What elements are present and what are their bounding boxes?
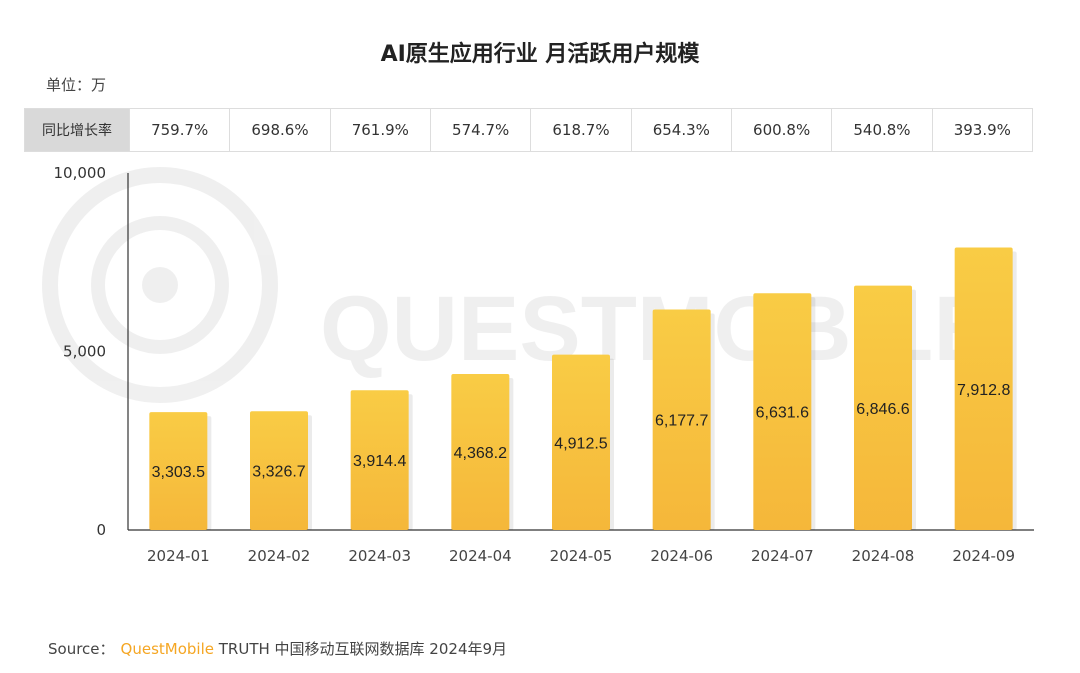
x-tick-label: 2024-01 — [147, 547, 210, 565]
source-text: TRUTH 中国移动互联网数据库 2024年9月 — [218, 640, 508, 658]
yoy-cell: 761.9% — [331, 109, 431, 151]
watermark: QUESTMOBILE — [42, 167, 995, 403]
y-tick-label: 10,000 — [54, 164, 107, 182]
bar — [552, 354, 610, 530]
unit-label: 单位：万 — [46, 76, 107, 94]
x-tick-label: 2024-04 — [449, 547, 512, 565]
x-tick-label: 2024-06 — [650, 547, 713, 565]
bar-value-label: 3,914.4 — [353, 453, 406, 470]
source-prefix: Source： — [48, 640, 115, 658]
yoy-cell: 698.6% — [230, 109, 331, 151]
x-tick-label: 2024-08 — [852, 547, 915, 565]
yoy-cell: 618.7% — [531, 109, 632, 151]
x-tick-label: 2024-03 — [348, 547, 411, 565]
bar — [652, 309, 711, 530]
x-tick-label: 2024-07 — [751, 547, 814, 565]
bar-value-label: 7,912.8 — [957, 382, 1010, 399]
x-tick-label: 2024-05 — [550, 547, 613, 565]
value-labels: 3,303.5 2024-01 3,326.7 2024-02 3,914.4 2024-… — [147, 382, 1015, 565]
bars — [149, 247, 1017, 530]
bar — [250, 411, 308, 530]
yoy-cell: 600.8% — [732, 109, 833, 151]
yoy-row-label: 同比增长率 — [25, 109, 130, 151]
bar-value-label: 3,303.5 — [152, 464, 205, 481]
bar-value-label: 4,912.5 — [554, 435, 607, 452]
yoy-cell: 540.8% — [832, 109, 933, 151]
bar — [350, 390, 409, 530]
source-brand: QuestMobile — [120, 640, 214, 658]
yoy-cell: 393.9% — [953, 121, 1011, 139]
bar — [753, 293, 812, 530]
bar-value-label: 6,631.6 — [756, 405, 809, 422]
yoy-cells: 759.7% 698.6% 761.9% 574.7% 618.7% 654.3… — [130, 109, 1032, 151]
yoy-cell: 574.7% — [431, 109, 532, 151]
x-tick-label: 2024-09 — [952, 547, 1015, 565]
yoy-cell: 759.7% — [130, 109, 231, 151]
y-tick-label: 5,000 — [63, 343, 106, 361]
yoy-growth-table: 同比增长率 759.7% 698.6% 761.9% 574.7% 618.7%… — [24, 108, 1033, 152]
chart-title: AI原生应用行业 月活跃用户规模 — [380, 42, 700, 67]
bar-value-label: 6,177.7 — [655, 413, 708, 430]
bar — [149, 412, 208, 530]
yoy-cell: 654.3% — [632, 109, 732, 151]
bar — [451, 374, 510, 530]
bar-value-label: 3,326.7 — [252, 464, 305, 481]
y-tick-label: 0 — [96, 521, 106, 539]
x-tick-label: 2024-02 — [248, 547, 311, 565]
bar-value-label: 6,846.6 — [856, 401, 909, 418]
bar-value-label: 4,368.2 — [454, 445, 507, 462]
bar — [954, 247, 1013, 530]
bar — [854, 285, 912, 530]
source-note: Source： QuestMobile TRUTH 中国移动互联网数据库 2024… — [48, 638, 507, 659]
